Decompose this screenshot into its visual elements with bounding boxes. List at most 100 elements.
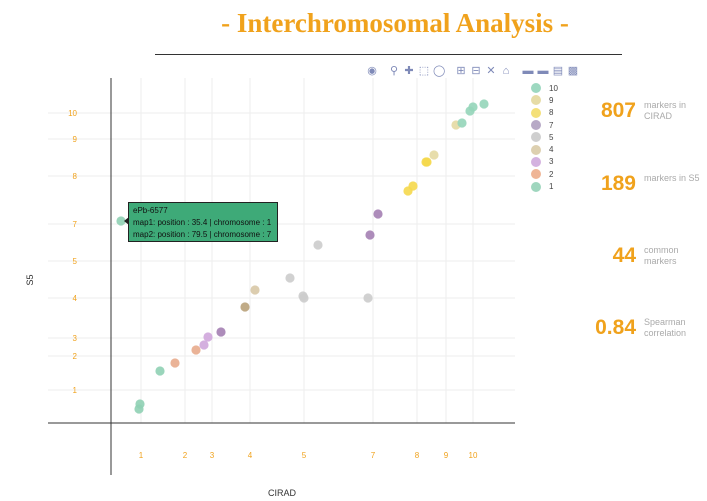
legend-item-5[interactable]: 5 xyxy=(531,131,558,143)
legend-item-2[interactable]: 2 xyxy=(531,168,558,180)
stat-value: 807 xyxy=(600,99,636,122)
data-point-chr-5[interactable] xyxy=(285,273,295,283)
data-point-chr-3[interactable] xyxy=(199,340,209,350)
spike-lines-icon[interactable]: ▬ xyxy=(522,65,534,77)
chart-toolbar: ◉ ⚲ ✚ ⬚ ◯ ⊞ ⊟ ✕ ⌂ ▬ ▬ ▤ ▩ xyxy=(366,64,579,78)
stat-s5-markers: 189 markers in S5 xyxy=(586,172,704,196)
camera-icon[interactable]: ◉ xyxy=(367,65,377,77)
y-tick-labels: 10 9 8 7 5 4 3 2 1 xyxy=(68,109,77,395)
hover-line-2: map2: position : 79.5 | chromosome : 7 xyxy=(133,230,272,239)
data-point-chr-5[interactable] xyxy=(363,293,373,303)
box-select-icon[interactable]: ⬚ xyxy=(418,65,430,77)
plotly-logo-icon[interactable]: ▩ xyxy=(567,65,579,77)
x-tick-label: 4 xyxy=(248,451,253,460)
legend-item-7[interactable]: 7 xyxy=(531,119,558,131)
x-tick-label: 5 xyxy=(302,451,307,460)
x-tick-label: 9 xyxy=(444,451,449,460)
legend-item-10[interactable]: 10 xyxy=(531,82,558,94)
data-point-chr-7[interactable] xyxy=(373,209,383,219)
y-tick-label: 4 xyxy=(73,294,78,303)
y-tick-label: 9 xyxy=(73,135,78,144)
hover-tooltip: ePb-6577 map1: position : 35.4 | chromos… xyxy=(128,202,278,242)
legend-item-3[interactable]: 3 xyxy=(531,156,558,168)
y-tick-label: 7 xyxy=(73,220,78,229)
legend-item-1[interactable]: 1 xyxy=(531,180,558,192)
x-axis-title: CIRAD xyxy=(268,488,297,498)
data-points xyxy=(116,99,489,414)
x-tick-label: 2 xyxy=(183,451,188,460)
reset-axes-icon[interactable]: ⌂ xyxy=(502,65,510,77)
zoom-out-icon[interactable]: ⊟ xyxy=(471,65,481,77)
page-title: - Interchromosomal Analysis - xyxy=(221,8,569,38)
y-tick-label: 8 xyxy=(73,172,78,181)
legend-item-8[interactable]: 8 xyxy=(531,107,558,119)
data-point-chr-5[interactable] xyxy=(299,293,309,303)
x-tick-labels: 1 2 3 4 5 7 8 9 10 xyxy=(139,451,478,460)
stat-label: markers in CIRAD xyxy=(644,100,687,121)
legend-marker-icon xyxy=(531,132,541,143)
hover-compare-icon[interactable]: ▤ xyxy=(552,65,564,77)
legend-label: 5 xyxy=(549,132,554,142)
legend-marker-icon xyxy=(531,95,541,106)
x-tick-label: 10 xyxy=(469,451,478,460)
data-point-chr-2[interactable] xyxy=(191,345,201,355)
legend-label: 1 xyxy=(549,182,554,192)
x-tick-label: 3 xyxy=(210,451,215,460)
data-point-chr-1[interactable] xyxy=(135,399,145,409)
data-point-chr-9[interactable] xyxy=(429,150,439,160)
legend-label: 9 xyxy=(549,95,554,105)
hover-pointer xyxy=(124,217,129,225)
legend-label: 4 xyxy=(549,145,554,155)
legend-marker-icon xyxy=(531,144,541,155)
zoom-in-icon[interactable]: ⊞ xyxy=(456,65,466,77)
data-point-chr-4[interactable] xyxy=(250,285,260,295)
data-point-chr-3[interactable] xyxy=(203,332,213,342)
scatter-plot[interactable]: 1 2 3 4 5 7 8 9 10 10 9 8 7 5 4 3 2 1 CIRAD S5 xyxy=(0,0,530,501)
data-point-chr-7[interactable] xyxy=(216,327,226,337)
data-point-chr-4[interactable] xyxy=(240,302,250,312)
data-point-chr-1[interactable] xyxy=(116,216,126,226)
legend-marker-icon xyxy=(531,181,541,192)
autoscale-icon[interactable]: ✕ xyxy=(486,65,496,77)
data-point-chr-10[interactable] xyxy=(468,102,478,112)
stat-label: Spearman correlation xyxy=(644,317,687,338)
data-point-chr-10[interactable] xyxy=(457,118,467,128)
x-tick-label: 8 xyxy=(415,451,420,460)
data-point-chr-1[interactable] xyxy=(155,366,165,376)
data-point-chr-7[interactable] xyxy=(365,230,375,240)
y-tick-label: 5 xyxy=(73,257,78,266)
x-tick-label: 1 xyxy=(139,451,144,460)
y-tick-label: 2 xyxy=(73,352,78,361)
data-point-chr-2[interactable] xyxy=(170,358,180,368)
chart-legend: 10 9 8 7 5 4 3 2 1 xyxy=(531,82,558,193)
pan-icon[interactable]: ✚ xyxy=(404,65,414,77)
plot-grid xyxy=(48,78,515,423)
data-point-chr-8[interactable] xyxy=(408,181,418,191)
hover-closest-icon[interactable]: ▬ xyxy=(537,65,549,77)
data-point-chr-10[interactable] xyxy=(479,99,489,109)
stat-cirad-markers: 807 markers in CIRAD xyxy=(586,99,704,123)
zoom-icon[interactable]: ⚲ xyxy=(389,65,399,77)
legend-marker-icon xyxy=(531,83,541,94)
hover-line-1: map1: position : 35.4 | chromosome : 1 xyxy=(133,218,272,227)
stat-value: 44 xyxy=(612,244,636,267)
legend-marker-icon xyxy=(531,156,541,167)
stat-label: markers in S5 xyxy=(644,173,700,183)
legend-label: 8 xyxy=(549,108,554,118)
lasso-select-icon[interactable]: ◯ xyxy=(433,65,446,77)
legend-marker-icon xyxy=(531,107,541,118)
legend-marker-icon xyxy=(531,169,541,180)
title-divider xyxy=(155,54,622,55)
y-tick-label: 1 xyxy=(73,386,78,395)
legend-label: 10 xyxy=(549,83,558,93)
hover-marker: ePb-6577 xyxy=(133,206,168,215)
y-tick-label: 10 xyxy=(68,109,77,118)
data-point-chr-5[interactable] xyxy=(313,240,323,250)
legend-item-4[interactable]: 4 xyxy=(531,143,558,155)
legend-marker-icon xyxy=(531,120,541,131)
legend-item-9[interactable]: 9 xyxy=(531,94,558,106)
stat-common-markers: 44 common markers xyxy=(586,244,704,268)
stat-value: 0.84 xyxy=(595,316,636,339)
legend-label: 3 xyxy=(549,157,554,167)
data-point-chr-8[interactable] xyxy=(422,157,432,167)
